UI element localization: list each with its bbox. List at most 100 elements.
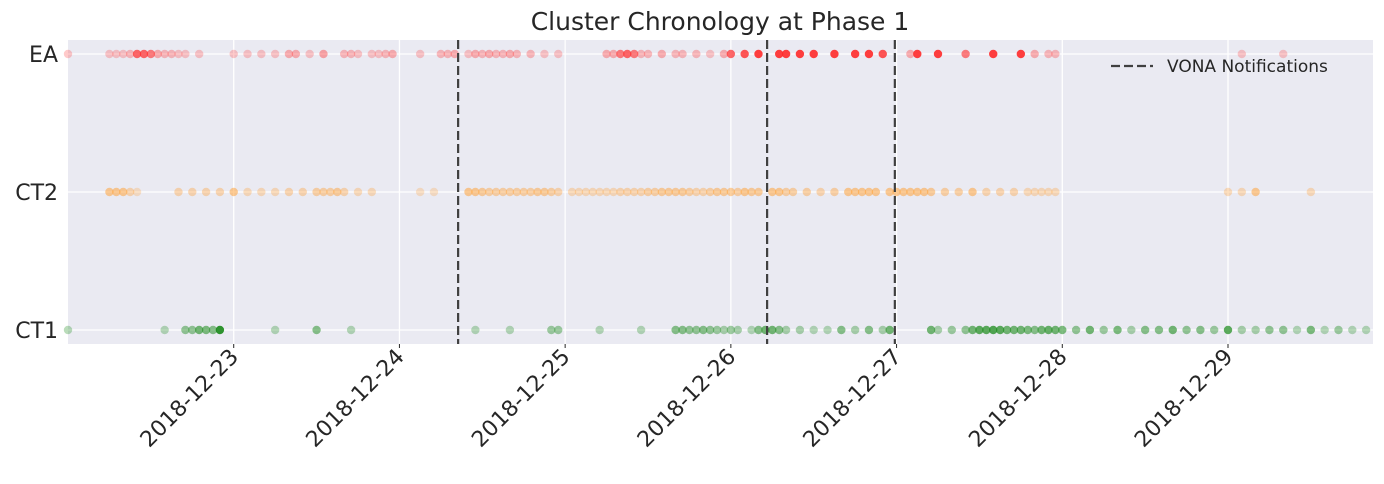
scatter-point-ea bbox=[933, 49, 943, 59]
scatter-point-ct2 bbox=[629, 187, 639, 197]
scatter-point-ct1 bbox=[1251, 325, 1260, 335]
scatter-point-ct1 bbox=[699, 325, 708, 335]
x-tick-label: 2018-12-29 bbox=[1130, 345, 1238, 453]
scatter-point-ct2 bbox=[1251, 187, 1260, 197]
scatter-point-ct1 bbox=[823, 325, 832, 335]
scatter-point-ea bbox=[1016, 49, 1026, 59]
scatter-point-ct2 bbox=[588, 187, 597, 197]
scatter-point-ct2 bbox=[899, 187, 908, 197]
scatter-point-ct2 bbox=[333, 187, 342, 197]
scatter-point-ct2 bbox=[353, 187, 363, 197]
scatter-point-ea bbox=[257, 49, 266, 59]
scatter-point-ct2 bbox=[174, 187, 183, 197]
scatter-point-ea bbox=[125, 49, 135, 59]
scatter-point-ea bbox=[913, 49, 922, 59]
y-tick-label: CT1 bbox=[15, 319, 58, 344]
scatter-point-ct2 bbox=[533, 187, 542, 197]
scatter-point-ct1 bbox=[768, 325, 777, 335]
scatter-point-ct2 bbox=[464, 187, 473, 197]
scatter-point-ct1 bbox=[678, 325, 687, 335]
scatter-point-ct1 bbox=[1030, 325, 1039, 335]
scatter-point-ea bbox=[105, 49, 114, 59]
scatter-point-ct1 bbox=[705, 325, 715, 335]
scatter-point-ct1 bbox=[671, 325, 680, 335]
scatter-point-ea bbox=[1279, 49, 1288, 59]
scatter-point-ea bbox=[450, 49, 459, 59]
scatter-point-ct1 bbox=[1209, 325, 1219, 335]
scatter-point-ea bbox=[119, 49, 128, 59]
scatter-point-ct2 bbox=[540, 187, 549, 197]
scatter-point-ct2 bbox=[215, 187, 225, 197]
scatter-point-ea bbox=[671, 49, 680, 59]
scatter-point-ct1 bbox=[781, 325, 791, 335]
scatter-point-ct2 bbox=[484, 187, 494, 197]
scatter-point-ct2 bbox=[616, 187, 625, 197]
scatter-point-ct2 bbox=[885, 187, 894, 197]
scatter-point-ea bbox=[540, 49, 549, 59]
scatter-point-ct2 bbox=[581, 187, 591, 197]
scatter-point-ct2 bbox=[112, 187, 121, 197]
scatter-point-ct2 bbox=[602, 187, 611, 197]
scatter-point-ct2 bbox=[768, 187, 777, 197]
scatter-point-ct2 bbox=[284, 187, 294, 197]
scatter-point-ct2 bbox=[188, 187, 197, 197]
scatter-point-ea bbox=[740, 49, 749, 59]
scatter-point-ct1 bbox=[554, 325, 563, 335]
scatter-point-ea bbox=[830, 49, 839, 59]
scatter-point-ct2 bbox=[919, 187, 929, 197]
scatter-point-ct2 bbox=[478, 187, 487, 197]
scatter-point-ct2 bbox=[574, 187, 584, 197]
scatter-point-ct2 bbox=[1051, 187, 1060, 197]
scatter-point-ea bbox=[754, 49, 763, 59]
scatter-point-ct2 bbox=[1023, 187, 1032, 197]
scatter-point-ct2 bbox=[857, 187, 867, 197]
scatter-point-ct1 bbox=[726, 325, 736, 335]
scatter-point-ct2 bbox=[229, 187, 238, 197]
scatter-point-ct1 bbox=[1348, 325, 1357, 335]
scatter-point-ea bbox=[629, 49, 639, 59]
scatter-point-ct1 bbox=[947, 325, 957, 335]
scatter-points bbox=[63, 49, 1371, 335]
scatter-point-ct2 bbox=[816, 187, 825, 197]
scatter-point-ea bbox=[526, 49, 535, 59]
scatter-point-ct2 bbox=[940, 187, 950, 197]
scatter-point-ea bbox=[989, 49, 998, 59]
scatter-point-ea bbox=[284, 49, 294, 59]
scatter-point-ct2 bbox=[326, 187, 335, 197]
scatter-point-ct2 bbox=[132, 187, 142, 197]
scatter-point-ct2 bbox=[429, 187, 439, 197]
scatter-point-ct2 bbox=[119, 187, 128, 197]
scatter-point-ea bbox=[774, 49, 784, 59]
scatter-point-ea bbox=[1030, 49, 1039, 59]
scatter-point-ct1 bbox=[160, 325, 169, 335]
x-tick-labels: 2018-12-23 2018-12-24 2018-12-25 2018-12-26… bbox=[136, 344, 1238, 453]
scatter-point-ct2 bbox=[926, 187, 936, 197]
scatter-point-ct2 bbox=[636, 187, 646, 197]
scatter-point-ct1 bbox=[795, 325, 805, 335]
scatter-point-ct2 bbox=[678, 187, 687, 197]
scatter-point-ea bbox=[146, 49, 156, 59]
scatter-point-ea bbox=[229, 49, 238, 59]
scatter-point-ct2 bbox=[498, 187, 508, 197]
scatter-point-ea bbox=[781, 49, 791, 59]
scatter-point-ct2 bbox=[298, 187, 307, 197]
scatter-point-ct2 bbox=[995, 187, 1005, 197]
scatter-point-ct1 bbox=[1002, 325, 1012, 335]
scatter-point-ct1 bbox=[595, 325, 604, 335]
scatter-point-ct2 bbox=[623, 187, 632, 197]
scatter-point-ct2 bbox=[554, 187, 563, 197]
scatter-point-ct1 bbox=[208, 325, 218, 335]
scatter-point-ea bbox=[623, 49, 632, 59]
scatter-point-ct1 bbox=[505, 325, 515, 335]
scatter-point-ea bbox=[243, 49, 252, 59]
scatter-point-ea bbox=[1051, 49, 1060, 59]
scatter-point-ct1 bbox=[547, 325, 556, 335]
scatter-point-ct1 bbox=[1044, 325, 1053, 335]
scatter-point-ct1 bbox=[1127, 325, 1136, 335]
scatter-point-ea bbox=[167, 49, 176, 59]
scatter-point-ct1 bbox=[1085, 325, 1095, 335]
scatter-point-ea bbox=[961, 49, 970, 59]
scatter-point-ea bbox=[415, 49, 425, 59]
scatter-point-ct2 bbox=[270, 187, 280, 197]
scatter-point-ct1 bbox=[809, 325, 818, 335]
